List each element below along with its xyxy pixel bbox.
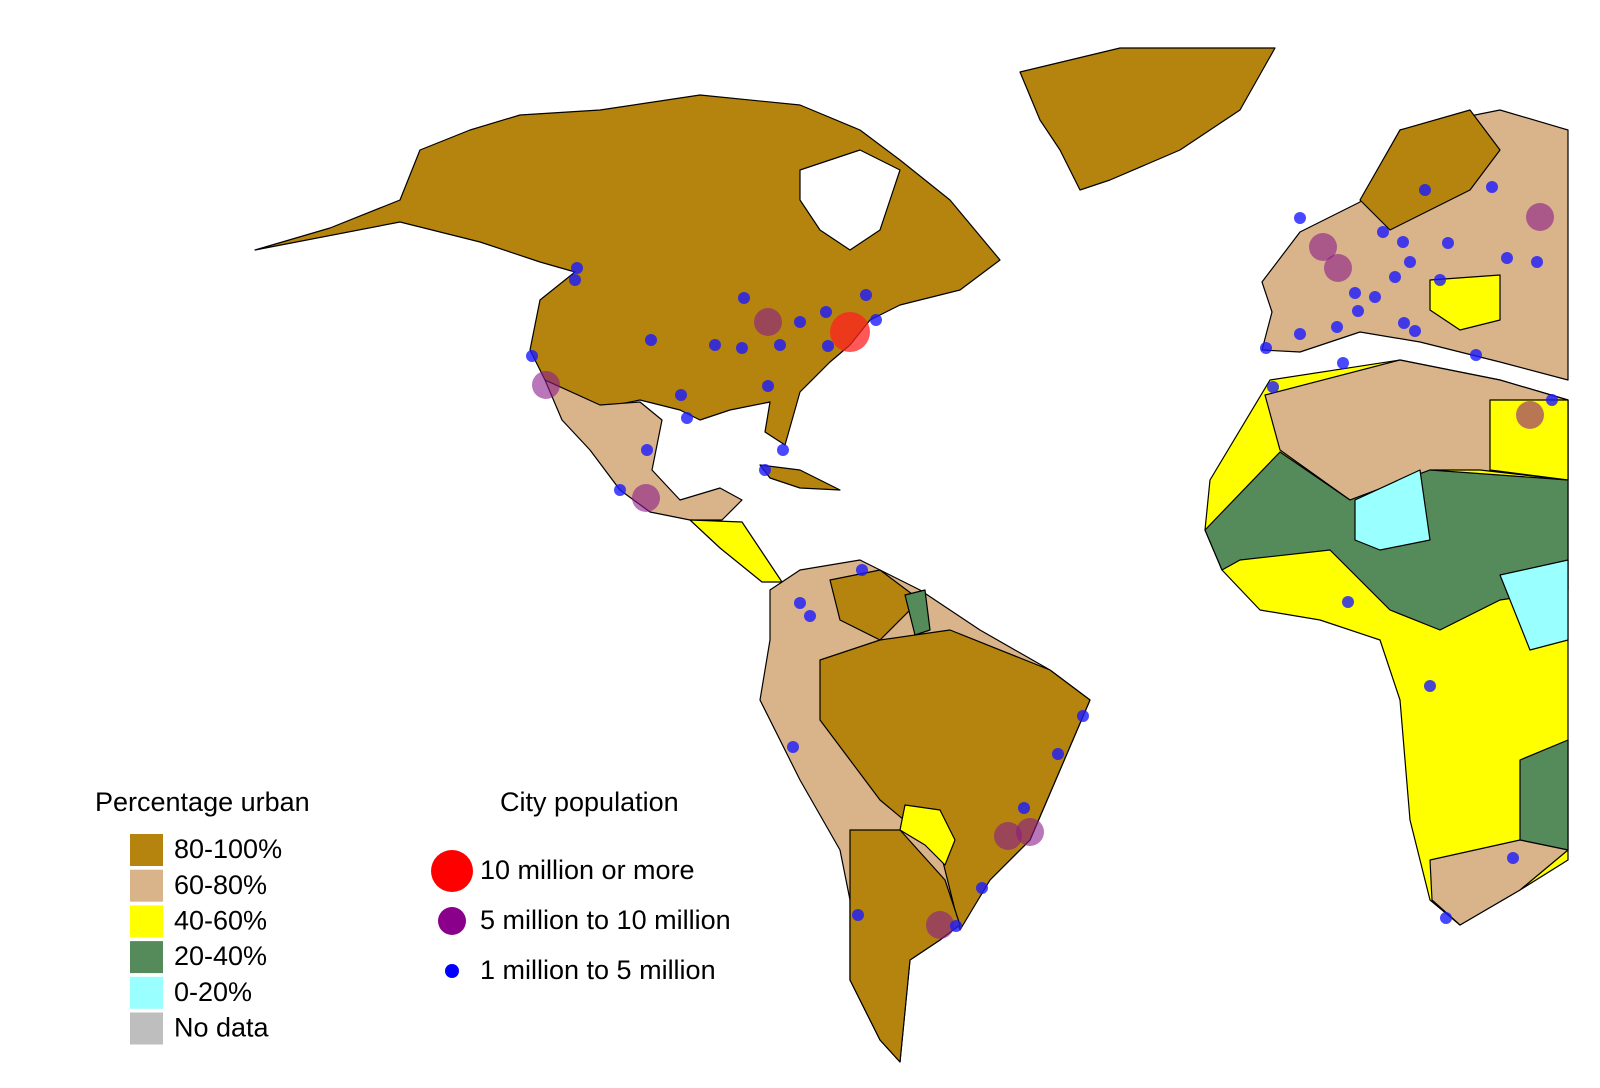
south-africa (1429, 839, 1569, 926)
city (1324, 254, 1352, 282)
legend-title: City population (500, 787, 679, 817)
scandinavia (1359, 109, 1501, 231)
legends: Percentage urban City population 80-100%… (95, 787, 731, 1045)
city (1016, 818, 1044, 846)
legend-label: No data (174, 1013, 270, 1043)
cuba (759, 464, 841, 491)
city (1526, 203, 1554, 231)
legend-title: Percentage urban (95, 787, 310, 817)
legend-swatch (130, 1012, 163, 1045)
niger-chad (1354, 469, 1431, 551)
legend-label: 60-80% (174, 870, 267, 900)
legend-swatch (130, 834, 163, 866)
paraguay (899, 804, 956, 866)
city (632, 484, 660, 512)
small-cities (526, 181, 1558, 932)
brazil (819, 629, 1091, 931)
southeast-africa (1519, 739, 1569, 851)
north-america (254, 94, 1001, 446)
city (754, 308, 782, 336)
hudson-bay (799, 149, 901, 251)
city (926, 911, 954, 939)
city (830, 312, 870, 352)
land (254, 47, 1569, 1063)
legend-label: 5 million to 10 million (480, 905, 731, 935)
legend-swatch (130, 976, 163, 1009)
legend-label: 80-100% (174, 834, 282, 864)
legend-symbol (445, 964, 459, 978)
city (1516, 401, 1544, 429)
legend-label: 20-40% (174, 941, 267, 971)
greenland (1019, 47, 1276, 191)
east-africa (1499, 559, 1569, 651)
legend-swatch (130, 869, 163, 902)
cities (526, 181, 1558, 939)
legend-label: 0-20% (174, 977, 252, 1007)
legend-symbol (431, 850, 473, 892)
legend-swatch (130, 905, 163, 938)
legend-symbol (438, 907, 466, 935)
guyana (904, 589, 931, 636)
legend-label: 40-60% (174, 906, 267, 936)
argentina-chile (849, 829, 961, 1063)
venezuela (829, 569, 921, 641)
legend-swatch (130, 941, 163, 974)
city (532, 371, 560, 399)
balkans (1429, 274, 1501, 331)
central-america (689, 519, 783, 583)
city (1309, 233, 1337, 261)
legend-label: 10 million or more (480, 855, 695, 885)
city (994, 822, 1022, 850)
legend-label: 1 million to 5 million (480, 955, 716, 985)
